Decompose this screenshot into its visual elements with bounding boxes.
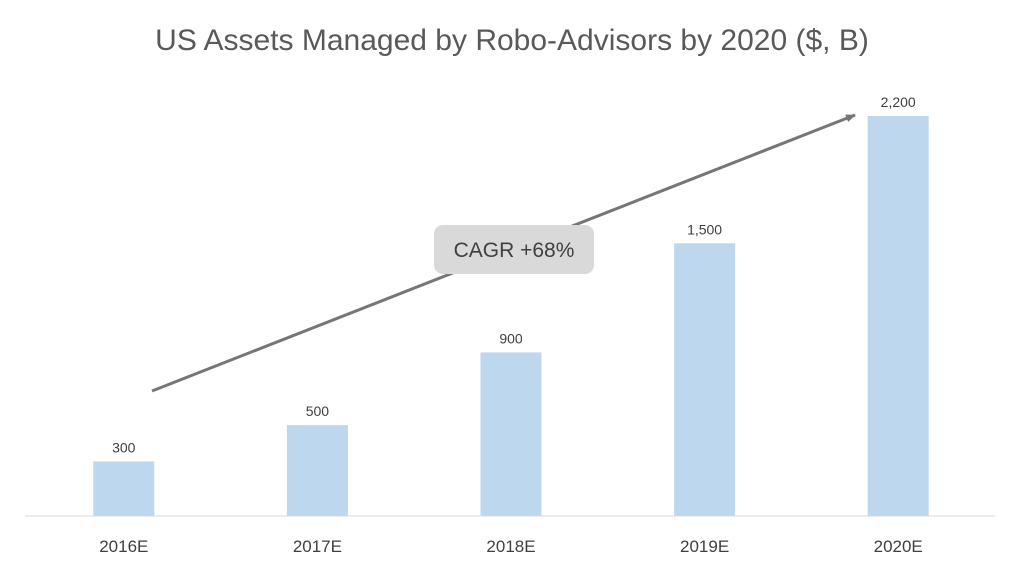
cagr-annotation-box	[434, 225, 594, 274]
x-tick-2018E: 2018E	[486, 537, 535, 556]
x-tick-2017E: 2017E	[293, 537, 342, 556]
bar-2018E	[480, 352, 542, 516]
bar-2016E	[93, 461, 155, 516]
data-label-2016E: 300	[112, 440, 136, 456]
bars-layer	[93, 116, 929, 517]
bar-2020E	[867, 116, 929, 516]
bar-2017E	[286, 425, 348, 516]
cagr-annotation: CAGR +68%	[434, 225, 594, 274]
x-tick-2016E: 2016E	[99, 537, 148, 556]
data-label-2017E: 500	[306, 403, 330, 419]
data-label-2019E: 1,500	[687, 221, 722, 237]
x-axis-ticks-layer: 2016E 2017E 2018E 2019E 2020E	[99, 537, 923, 556]
data-labels-layer: 300 500 900 1,500 2,200	[112, 94, 916, 456]
chart-title: US Assets Managed by Robo-Advisors by 20…	[155, 24, 869, 57]
data-label-2020E: 2,200	[881, 94, 916, 110]
data-label-2018E: 900	[499, 330, 523, 346]
cagr-annotation-text: CAGR +68%	[454, 239, 575, 262]
bar-2019E	[674, 243, 736, 517]
x-tick-2019E: 2019E	[680, 537, 729, 556]
x-tick-2020E: 2020E	[874, 537, 923, 556]
